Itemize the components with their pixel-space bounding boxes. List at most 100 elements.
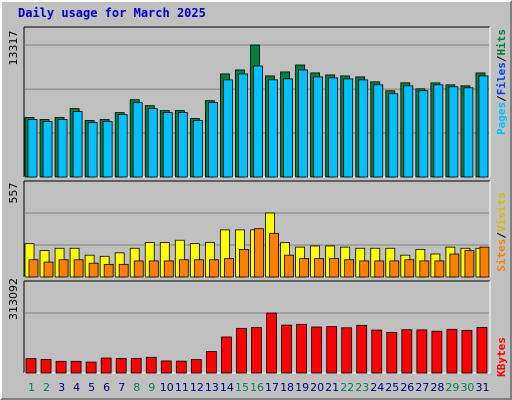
files-bar: [328, 77, 339, 178]
legend-pages-files-hits-part: /: [495, 95, 508, 102]
sites-bar: [359, 260, 370, 278]
sites-bar: [224, 258, 234, 278]
chart-title: Daily usage for March 2025: [18, 6, 206, 20]
files-bar: [87, 122, 98, 178]
sites-bar: [419, 260, 430, 278]
day-tick-label: 15: [235, 381, 249, 394]
day-tick-label: 19: [295, 381, 309, 394]
kbytes-bar: [431, 330, 443, 374]
day-tick-label: 4: [73, 381, 80, 394]
kbytes-bar: [386, 331, 398, 374]
files-bar: [117, 114, 128, 178]
kbytes-bar: [401, 329, 413, 374]
day-tick-label: 9: [148, 381, 155, 394]
legend-sites-visits-part: /: [495, 232, 508, 239]
legend-kbytes: KBytes: [495, 337, 508, 377]
files-bar: [358, 79, 369, 178]
files-bar: [192, 120, 203, 178]
sites-bar: [73, 259, 84, 278]
day-tick-label: 13: [205, 381, 219, 394]
day-tick-label: 29: [445, 381, 459, 394]
legend-kbytes-part: KBytes: [495, 337, 508, 377]
kbytes-bar: [40, 358, 52, 374]
legend-pages-files-hits-part: /: [495, 55, 508, 62]
kbytes-bar: [266, 312, 277, 374]
day-tick-label: 8: [133, 381, 140, 394]
kbytes-bar: [130, 358, 142, 374]
sites-bar: [254, 228, 264, 278]
sites-bar: [239, 249, 249, 278]
day-tick-label: 20: [310, 381, 324, 394]
files-bar: [313, 76, 324, 178]
legend-sites-visits: Sites/Visits: [495, 192, 508, 272]
files-bar: [102, 121, 113, 178]
hits-max-label: 13317: [7, 31, 20, 66]
sites-bar: [133, 260, 144, 278]
legend-sites-visits-part: Sites: [495, 239, 508, 272]
kbytes-bar: [251, 327, 262, 374]
legend-pages-files-hits-part: Files: [495, 62, 508, 95]
sites-bar: [374, 260, 385, 278]
sites-bar: [389, 260, 400, 278]
files-bar: [418, 90, 429, 178]
kbytes-bar: [145, 356, 157, 374]
files-bar: [373, 84, 384, 178]
kbytes-bar: [416, 329, 428, 374]
sites-bar: [178, 259, 189, 278]
files-bar: [132, 102, 143, 178]
sites-bar: [464, 250, 475, 278]
files-bar: [27, 119, 38, 178]
kbytes-bar: [115, 358, 127, 374]
legend-pages-files-hits: Pages/Files/Hits: [495, 29, 508, 135]
kbytes-bar: [371, 329, 383, 374]
sites-bar: [284, 254, 294, 278]
sites-bar: [43, 261, 54, 278]
day-tick-label: 25: [385, 381, 399, 394]
day-tick-label: 24: [370, 381, 384, 394]
day-tick-label: 18: [280, 381, 294, 394]
files-bar: [57, 119, 68, 178]
files-bar: [238, 73, 248, 178]
sites-bar: [58, 259, 69, 278]
kbytes-bar: [461, 330, 473, 374]
sites-bar: [314, 258, 325, 278]
kbytes-bar: [25, 358, 37, 374]
sites-bar: [434, 260, 445, 278]
files-bar: [448, 86, 459, 178]
sites-bar: [404, 259, 415, 278]
legend-sites-visits-part: Visits: [495, 192, 508, 232]
day-tick-label: 16: [250, 381, 264, 394]
kbytes-bar: [100, 357, 112, 374]
day-tick-label: 11: [175, 381, 189, 394]
files-bar: [403, 85, 414, 178]
kbytes-bar: [476, 326, 488, 374]
kbytes-bar: [356, 324, 368, 374]
sites-bar: [148, 260, 159, 278]
legend-pages-files-hits-part: Hits: [495, 29, 508, 56]
kbytes-max-label: 313092: [7, 278, 20, 320]
day-tick-label: 2: [43, 381, 50, 394]
kbytes-bar: [70, 360, 82, 374]
sites-bar: [344, 259, 355, 278]
day-tick-label: 10: [160, 381, 174, 394]
kbytes-bar: [311, 326, 323, 374]
kbytes-bar: [296, 323, 307, 374]
kbytes-bar: [326, 326, 338, 374]
day-tick-label: 5: [88, 381, 95, 394]
kbytes-bar: [205, 351, 217, 374]
sites-bar: [88, 262, 99, 278]
kbytes-bar: [85, 361, 97, 374]
files-bar: [463, 87, 474, 178]
sites-bar: [193, 259, 204, 278]
day-tick-label: 6: [103, 381, 110, 394]
sites-bar: [118, 263, 129, 278]
day-tick-label: 21: [325, 381, 339, 394]
sites-bar: [208, 259, 219, 278]
day-tick-label: 27: [415, 381, 429, 394]
day-tick-label: 31: [475, 381, 489, 394]
files-bar: [42, 121, 53, 178]
files-bar: [298, 69, 308, 178]
kbytes-bar: [341, 327, 353, 374]
files-bar: [177, 112, 188, 178]
